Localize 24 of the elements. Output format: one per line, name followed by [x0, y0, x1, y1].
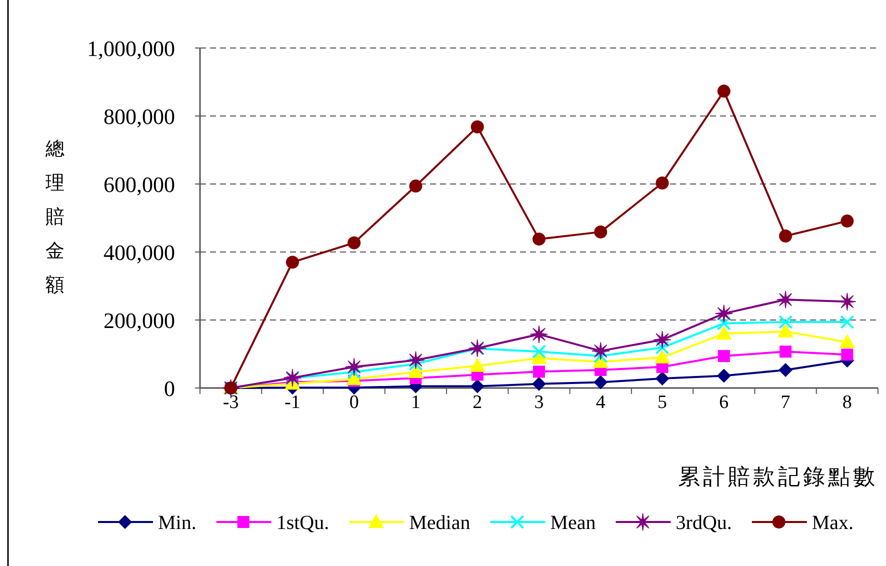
legend-label: Max.: [812, 512, 854, 534]
x-tick-label: 6: [719, 392, 729, 413]
x-tick-label: 1: [410, 392, 420, 413]
x-tick-label: 2: [472, 392, 482, 413]
x-tick-label: 8: [842, 392, 852, 413]
x-tick-label: -3: [222, 392, 239, 413]
x-axis-title: 累計賠款記錄點數: [678, 464, 878, 489]
x-tick-label: 4: [596, 392, 606, 413]
legend-label: Mean: [550, 512, 596, 534]
x-tick-label: 7: [780, 392, 790, 413]
x-tick-label: -1: [284, 392, 300, 413]
x-tick-label: 0: [349, 392, 359, 413]
y-tick-label: 1,000,000: [87, 36, 175, 61]
y-axis-title: 總理賠金額: [44, 139, 64, 296]
x-tick-label: 3: [534, 392, 544, 413]
legend-label: 1stQu.: [276, 512, 330, 534]
y-tick-label: 800,000: [104, 104, 175, 129]
y-tick-label: 600,000: [104, 172, 175, 197]
x-tick-label: 5: [658, 392, 668, 413]
legend-label: 3rdQu.: [676, 512, 732, 534]
legend-label: Median: [409, 512, 470, 534]
y-tick-label: 200,000: [104, 308, 175, 333]
legend-label: Min.: [158, 512, 196, 534]
y-tick-label: 400,000: [104, 240, 175, 265]
